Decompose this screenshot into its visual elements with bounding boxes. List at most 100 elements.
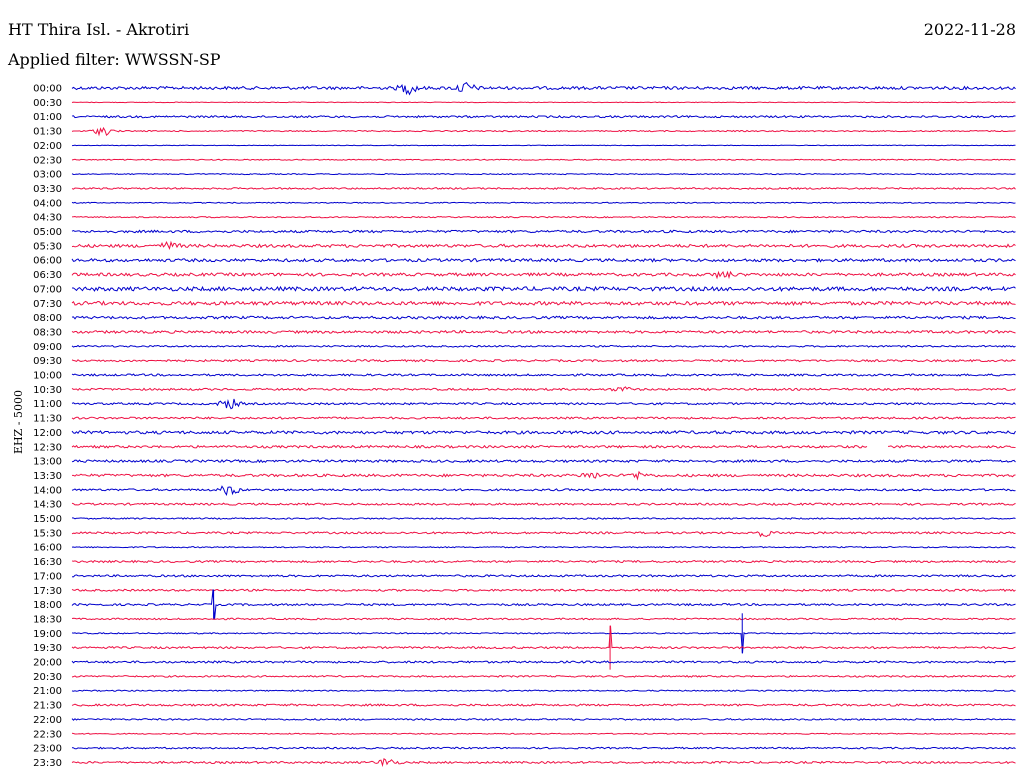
trace-line — [71, 689, 1016, 692]
trace-line — [71, 589, 1016, 620]
row-label: 07:00 — [33, 284, 62, 295]
row-label: 21:30 — [33, 701, 62, 712]
trace-line — [71, 530, 1016, 538]
trace-line — [71, 373, 1016, 377]
trace-line — [71, 215, 1016, 219]
trace-line — [71, 717, 1016, 721]
row-label: 01:30 — [33, 127, 62, 138]
trace-line — [71, 229, 1016, 234]
row-label: 21:00 — [33, 686, 62, 697]
trace-line — [71, 398, 1016, 410]
row-label: 08:00 — [33, 313, 62, 324]
trace-line — [71, 386, 1016, 392]
row-label: 10:00 — [33, 371, 62, 382]
row-label: 04:00 — [33, 198, 62, 209]
trace-line — [71, 126, 1016, 137]
row-label: 09:00 — [33, 342, 62, 353]
trace-line — [71, 300, 1016, 307]
trace-line — [71, 703, 1016, 707]
trace-line — [71, 559, 1016, 564]
row-label: 11:30 — [33, 414, 62, 425]
trace-line — [71, 574, 1016, 578]
trace-line — [71, 660, 1016, 664]
trace-line — [71, 416, 1016, 420]
row-label: 23:00 — [33, 744, 62, 755]
trace-line — [71, 144, 1016, 147]
row-label: 22:00 — [33, 715, 62, 726]
trace-line — [71, 173, 1016, 176]
trace-line — [71, 732, 1016, 735]
row-label: 08:30 — [33, 327, 62, 338]
trace-line — [71, 358, 1016, 363]
row-label: 23:30 — [33, 758, 62, 769]
row-label: 03:00 — [33, 170, 62, 181]
date-label: 2022-11-28 — [923, 20, 1016, 39]
trace-line — [71, 329, 1016, 335]
row-label: 20:30 — [33, 672, 62, 683]
row-label: 19:30 — [33, 643, 62, 654]
trace-line — [71, 270, 1016, 280]
trace-line — [71, 158, 1016, 161]
row-label: 06:00 — [33, 256, 62, 267]
row-label: 06:30 — [33, 270, 62, 281]
row-label: 14:00 — [33, 485, 62, 496]
row-label: 00:30 — [33, 98, 62, 109]
row-label: 01:00 — [33, 112, 62, 123]
trace-line — [71, 101, 1016, 104]
station-title: HT Thira Isl. - Akrotiri — [8, 20, 190, 39]
trace-line — [71, 114, 1016, 119]
row-label: 03:30 — [33, 184, 62, 195]
trace-line — [71, 625, 1016, 650]
trace-line — [71, 546, 1016, 549]
row-label: 19:00 — [33, 629, 62, 640]
trace-line — [71, 82, 1016, 96]
trace-line — [71, 186, 1016, 190]
row-label: 22:30 — [33, 729, 62, 740]
row-label: 13:30 — [33, 471, 62, 482]
row-label: 00:00 — [33, 84, 62, 95]
row-label: 16:30 — [33, 557, 62, 568]
trace-line — [71, 502, 1016, 506]
row-label: 02:30 — [33, 155, 62, 166]
trace-line — [71, 588, 1016, 593]
trace-line — [71, 315, 1016, 320]
trace-line — [71, 485, 1016, 497]
row-label: 02:00 — [33, 141, 62, 152]
filter-label: Applied filter: WWSSN-SP — [8, 50, 221, 69]
row-label: 12:00 — [33, 428, 62, 439]
trace-line — [71, 459, 1016, 464]
trace-line — [71, 344, 1016, 348]
row-labels: 00:00 00:30 01:00 01:30 02:00 02:30 03:00 03:30… — [33, 84, 62, 769]
row-label: 17:00 — [33, 571, 62, 582]
trace-line — [71, 444, 1016, 449]
row-label: 18:30 — [33, 614, 62, 625]
trace-line — [71, 240, 1016, 250]
trace-line — [71, 470, 1016, 481]
trace-line — [71, 201, 1016, 204]
trace-line — [71, 631, 1016, 654]
row-label: 05:00 — [33, 227, 62, 238]
row-label: 18:00 — [33, 600, 62, 611]
row-label: 07:30 — [33, 299, 62, 310]
trace-line — [71, 758, 1016, 768]
trace-line — [71, 517, 1016, 520]
seismic-traces — [71, 82, 1016, 768]
row-label: 05:30 — [33, 241, 62, 252]
row-label: 17:30 — [33, 586, 62, 597]
row-label: 15:30 — [33, 528, 62, 539]
trace-line — [71, 285, 1016, 292]
row-label: 09:30 — [33, 356, 62, 367]
row-label: 16:00 — [33, 543, 62, 554]
trace-line — [71, 617, 1016, 621]
row-label: 12:30 — [33, 442, 62, 453]
row-label: 13:00 — [33, 457, 62, 468]
row-label: 10:30 — [33, 385, 62, 396]
row-label: 11:00 — [33, 399, 62, 410]
trace-line — [71, 746, 1016, 750]
row-label: 15:00 — [33, 514, 62, 525]
trace-line — [71, 257, 1016, 263]
trace-line — [71, 430, 1016, 435]
row-label: 20:00 — [33, 658, 62, 669]
row-label: 04:30 — [33, 213, 62, 224]
